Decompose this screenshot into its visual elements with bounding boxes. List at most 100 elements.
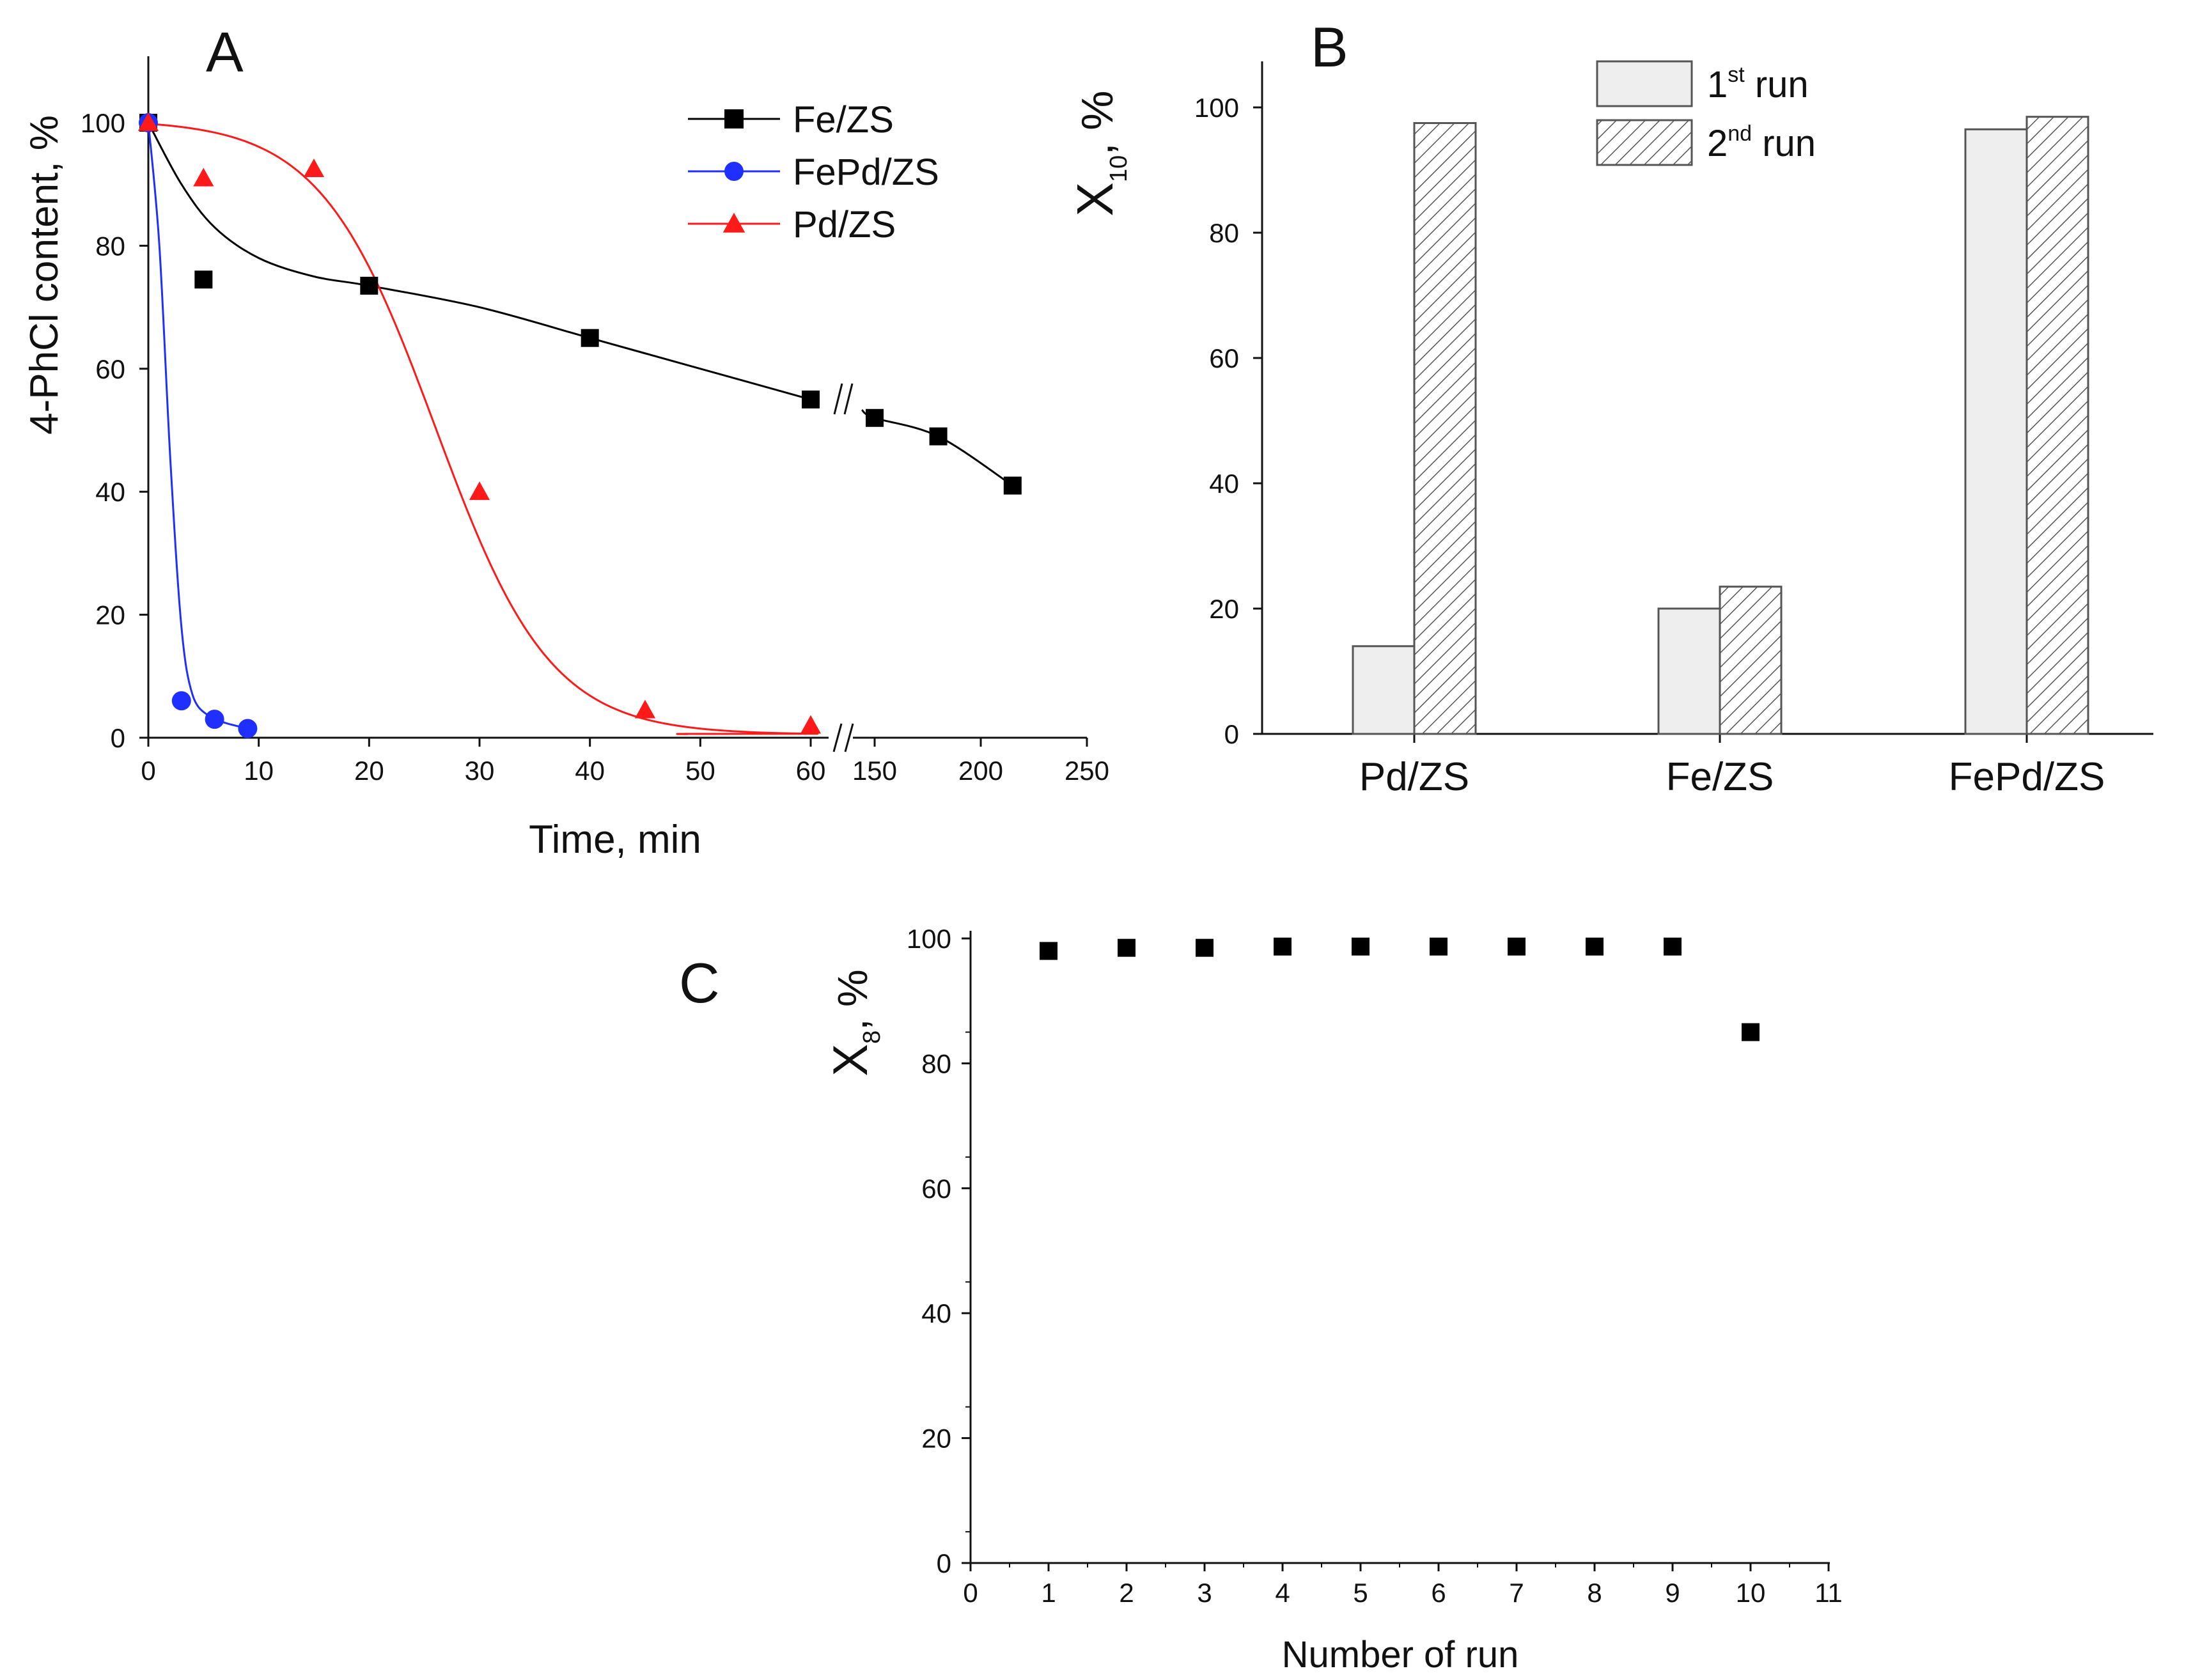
panel-a-data-point — [929, 427, 948, 446]
panel-a-data-point — [303, 159, 325, 178]
panel-b-bar-run1 — [1657, 607, 1721, 735]
panel-c-x-tick-label: 2 — [1119, 1578, 1134, 1608]
panel-b-bar-run2 — [1719, 586, 1783, 735]
panel-a-line-break-mark — [843, 383, 854, 415]
panel-c-data-point — [1118, 938, 1136, 957]
panel-c-data-point — [1040, 942, 1057, 960]
panel-b-bar-run1 — [1964, 128, 2028, 735]
panel-a-y-tick-label: 80 — [95, 231, 125, 261]
fepd-zs-fit-curve — [147, 122, 248, 730]
panel-a-x-tick-label: 150 — [852, 756, 897, 786]
panel-c-y-tick-label: 0 — [937, 1548, 951, 1578]
panel-a-data-point — [171, 691, 191, 711]
panel-a-data-point — [469, 481, 490, 501]
panel-b-bars — [1352, 116, 2089, 735]
panel-a-data-point — [194, 270, 213, 289]
panel-b-axes: 0 20 40 60 80 100 Pd/ZS Fe/ZS FePd/ZS — [1194, 61, 2153, 799]
panel-b-category-label: Pd/ZS — [1359, 755, 1469, 799]
panel-a-legend-label: Fe/ZS — [793, 99, 894, 141]
fe-zs-fit-curve-right — [861, 408, 1013, 486]
panel-c-data-point — [1274, 937, 1292, 956]
panel-b-category-label: FePd/ZS — [1949, 755, 2105, 799]
panel-c-x-tick-label: 0 — [963, 1578, 978, 1608]
panel-a-x-tick-label: 30 — [465, 756, 495, 786]
panel-c-data-point — [1430, 937, 1448, 956]
panel-b-letter: B — [1311, 15, 1348, 79]
panel-a-data-point — [360, 276, 379, 295]
panel-a-axis-break-mark — [832, 723, 843, 752]
panel-a-data-point — [800, 715, 822, 734]
panel-a-line-break-mark — [833, 383, 843, 415]
panel-a-letter: A — [206, 20, 244, 84]
panel-c-data-point — [1196, 938, 1214, 957]
fe-zs-fit-curve — [147, 122, 811, 401]
panel-c-x-tick-label: 4 — [1275, 1578, 1290, 1608]
panel-c-x-tick-label: 9 — [1665, 1578, 1680, 1608]
panel-a-data-point — [802, 390, 820, 408]
panel-a-y-tick-label: 100 — [81, 108, 125, 138]
panel-a-x-label: Time, min — [529, 818, 701, 862]
panel-c-x-tick-label: 6 — [1431, 1578, 1446, 1608]
panel-c-chart: C 0 1 2 3 4 5 6 7 8 9 10 11 0 20 40 60 80 100 Number of r… — [679, 924, 1843, 1676]
legend-swatch-run2 — [1596, 119, 1693, 166]
panel-c-y-tick-label: 40 — [921, 1298, 951, 1328]
panel-b-y-tick-label: 0 — [1224, 719, 1239, 749]
panel-b-legend: 1st run 2nd run — [1596, 60, 1816, 166]
panel-a-y-tick-label: 60 — [95, 354, 125, 384]
panel-a-y-tick-label: 40 — [95, 477, 125, 507]
panel-b-y-tick-label: 100 — [1194, 93, 1239, 123]
panel-c-y-tick-label: 60 — [921, 1174, 951, 1204]
panel-c-x-tick-label: 7 — [1509, 1578, 1524, 1608]
panel-c-y-tick-label: 100 — [907, 924, 951, 954]
panel-b-y-tick-label: 60 — [1209, 343, 1239, 373]
panel-c-data-point — [1586, 937, 1604, 956]
panel-c-y-tick-label: 80 — [921, 1048, 951, 1078]
panel-b-bar-run2 — [1413, 122, 1477, 735]
panel-a-legend-label: Pd/ZS — [793, 204, 896, 245]
panel-c-x-tick-label: 5 — [1353, 1578, 1368, 1608]
panel-a-x-tick-label: 250 — [1065, 756, 1109, 786]
panel-b-y-tick-label: 40 — [1209, 469, 1239, 499]
panel-c-data-point — [1508, 937, 1526, 956]
panel-a-x-tick-label: 200 — [958, 756, 1003, 786]
panel-b-bar-run2 — [2025, 116, 2089, 735]
panel-c-x-label: Number of run — [1282, 1634, 1519, 1676]
panel-b-bar-run1 — [1352, 645, 1416, 735]
panel-a-x-tick-label: 0 — [141, 756, 155, 786]
panel-b-y-label: X10, % — [1066, 91, 1132, 217]
panel-a-points — [137, 112, 1022, 738]
panel-c-x-tick-label: 10 — [1736, 1578, 1766, 1608]
panel-c-points — [1040, 937, 1760, 1041]
panel-c-data-point — [1664, 937, 1682, 956]
panel-a-y-tick-label: 20 — [95, 600, 125, 630]
panel-a-x-tick-label: 50 — [685, 756, 715, 786]
panel-c-data-point — [1352, 937, 1370, 956]
legend-swatch-run1 — [1596, 60, 1693, 107]
panel-c-x-tick-label: 8 — [1587, 1578, 1602, 1608]
panel-c-y-tick-label: 20 — [921, 1424, 951, 1454]
panel-c-y-label: X8, % — [823, 969, 886, 1076]
panel-c-axes: 0 1 2 3 4 5 6 7 8 9 10 11 0 20 40 60 80 100 — [907, 924, 1843, 1608]
panel-b-chart: B 0 20 40 60 80 100 Pd/ZS Fe/ZS FePd/ZS 1st run … — [1066, 15, 2153, 799]
panel-a-x-tick-label: 60 — [796, 756, 826, 786]
panel-b-category-label: Fe/ZS — [1666, 755, 1774, 799]
panel-a-data-point — [581, 329, 599, 347]
panel-c-x-tick-label: 3 — [1197, 1578, 1212, 1608]
panel-a-legend-marker — [722, 212, 745, 233]
panel-a-data-point — [238, 719, 258, 738]
panel-a-data-point — [866, 408, 884, 427]
pd-zs-fit-curve — [148, 123, 818, 735]
panel-a-y-tick-label: 0 — [111, 723, 125, 753]
panel-a-axis-break-mark — [844, 723, 854, 752]
panel-a-legend-marker — [724, 162, 744, 181]
legend-label-run1: 1st run — [1707, 63, 1809, 105]
panel-a-chart: A 0 10 20 30 40 50 60 150 200 250 0 20 40 60 80 100 Fe/… — [22, 20, 1109, 862]
panel-a-data-point — [205, 710, 224, 729]
panel-a-legend-label: FePd/ZS — [793, 152, 939, 193]
panel-a-x-tick-label: 40 — [575, 756, 605, 786]
panel-c-data-point — [1742, 1023, 1760, 1041]
panel-c-x-tick-label: 1 — [1041, 1578, 1056, 1608]
panel-b-y-tick-label: 20 — [1209, 594, 1239, 624]
panel-a-data-point — [137, 112, 159, 131]
